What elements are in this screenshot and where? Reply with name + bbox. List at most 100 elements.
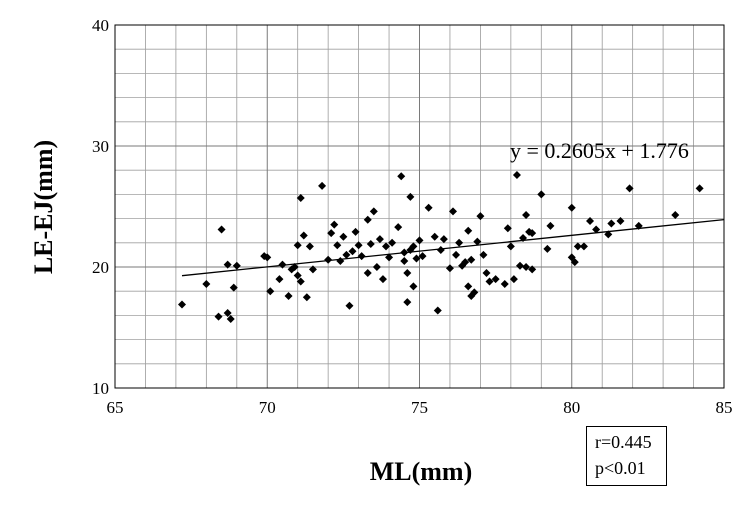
data-point <box>232 261 241 270</box>
data-point <box>290 263 299 271</box>
data-point <box>522 210 531 219</box>
data-point <box>546 221 555 230</box>
data-point <box>482 269 491 278</box>
data-point <box>424 203 433 212</box>
data-point <box>464 226 473 235</box>
data-point <box>625 184 634 193</box>
data-point <box>509 275 518 284</box>
data-point <box>363 215 372 224</box>
x-tick-label: 85 <box>716 398 733 417</box>
y-tick-label: 20 <box>92 258 109 277</box>
data-point <box>214 312 223 321</box>
data-point <box>403 298 412 307</box>
data-point <box>592 225 601 234</box>
data-point <box>476 212 485 221</box>
data-point <box>278 260 287 269</box>
data-point <box>409 282 418 291</box>
y-tick-label: 10 <box>92 379 109 398</box>
data-point <box>461 258 470 267</box>
plot-border <box>114 24 725 389</box>
statistics-box: r=0.445 p<0.01 <box>586 426 667 486</box>
data-point <box>226 315 235 324</box>
data-point <box>299 231 308 240</box>
data-point <box>308 265 317 274</box>
data-point <box>223 260 232 269</box>
data-point <box>177 300 186 309</box>
data-point <box>528 229 537 238</box>
data-point <box>375 235 384 244</box>
data-point <box>202 279 211 288</box>
data-point <box>452 250 461 259</box>
data-point <box>439 235 448 244</box>
y-axis-ticks: 10 20 30 40 <box>92 16 109 398</box>
data-point <box>464 282 473 291</box>
y-tick-label: 40 <box>92 16 109 35</box>
data-point <box>491 275 500 284</box>
data-point <box>570 258 579 267</box>
data-point <box>266 287 275 296</box>
data-point <box>302 293 311 302</box>
data-point <box>296 277 305 286</box>
x-tick-label: 80 <box>563 398 580 417</box>
data-point <box>467 255 476 264</box>
data-point <box>412 254 421 263</box>
data-point <box>345 301 354 310</box>
data-point <box>327 229 336 238</box>
data-point <box>415 236 424 245</box>
data-point <box>473 237 482 246</box>
data-point <box>528 265 537 274</box>
data-point <box>354 241 363 250</box>
data-point <box>433 306 442 315</box>
trendline-equation: y = 0.2605x + 1.776 <box>510 138 689 163</box>
data-point <box>318 181 327 190</box>
correlation-value: r=0.445 <box>595 432 652 452</box>
data-point <box>695 184 704 193</box>
data-point <box>293 241 302 250</box>
data-point <box>430 232 439 241</box>
y-axis-title: LE-EJ(mm) <box>29 140 58 274</box>
data-point <box>522 263 531 271</box>
y-tick-label: 30 <box>92 137 109 156</box>
data-point <box>275 275 284 284</box>
data-point <box>378 275 387 284</box>
data-point <box>616 217 625 226</box>
data-point <box>372 263 381 271</box>
data-point <box>500 279 509 288</box>
data-point <box>293 271 302 280</box>
data-point <box>324 255 333 264</box>
data-point <box>573 242 582 251</box>
data-point <box>543 244 552 253</box>
data-point <box>342 250 351 259</box>
data-point <box>394 223 403 232</box>
data-point <box>418 252 427 261</box>
x-axis-title: ML(mm) <box>370 457 473 486</box>
data-point <box>409 242 418 251</box>
trendline <box>181 218 725 277</box>
data-point <box>223 308 232 317</box>
data-point <box>537 190 546 199</box>
data-point <box>506 242 515 251</box>
p-value: p<0.01 <box>595 458 646 478</box>
x-axis-ticks: 65 70 75 80 85 <box>107 398 733 417</box>
data-point <box>445 264 454 273</box>
data-point <box>455 238 464 247</box>
data-point <box>284 292 293 301</box>
data-point <box>339 232 348 241</box>
data-point <box>400 256 409 265</box>
data-point <box>229 283 238 292</box>
data-point <box>369 207 378 216</box>
data-point <box>607 219 616 228</box>
data-point <box>263 253 272 262</box>
data-point <box>305 242 314 251</box>
data-point <box>448 207 457 216</box>
data-point <box>485 277 494 286</box>
data-point <box>512 171 521 180</box>
data-point <box>503 224 512 233</box>
data-point <box>366 240 375 249</box>
data-point <box>385 253 394 262</box>
data-points <box>177 171 704 324</box>
data-point <box>470 288 479 297</box>
data-point <box>567 203 576 212</box>
data-point <box>515 261 524 270</box>
